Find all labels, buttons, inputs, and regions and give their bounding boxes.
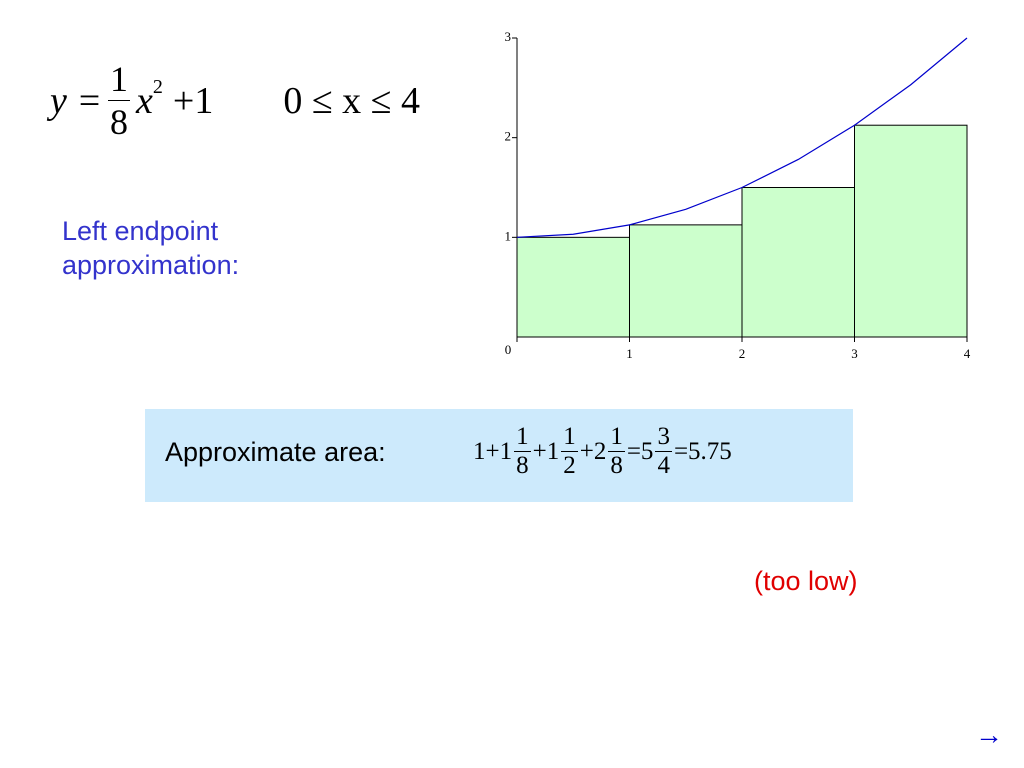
formula-text: +1 — [532, 437, 560, 465]
bar — [516, 236, 630, 338]
x-tick-label: 1 — [626, 346, 633, 361]
fraction-denominator: 8 — [610, 452, 623, 479]
x-tick-label: 3 — [851, 346, 858, 361]
y-tick-label: 1 — [505, 228, 512, 243]
eq-numerator: 1 — [108, 59, 131, 101]
eq-lhs: y = — [50, 79, 103, 122]
fraction-denominator: 4 — [657, 452, 670, 479]
y-tick-label: 2 — [505, 129, 512, 144]
eq-fraction: 1 8 — [108, 58, 131, 143]
x-tick-label: 0 — [505, 342, 512, 357]
fraction-numerator: 1 — [514, 423, 531, 452]
bar — [629, 224, 743, 338]
curve — [516, 37, 968, 238]
eq-domain: 0 ≤ x ≤ 4 — [283, 79, 421, 122]
fraction-denominator: 2 — [563, 452, 576, 479]
x-tick-label: 2 — [739, 346, 746, 361]
formula-text: 1+1 — [473, 437, 513, 465]
y-tick-label: 3 — [505, 29, 512, 44]
bar — [854, 124, 968, 338]
formula-text: =5 — [626, 437, 654, 465]
x-tick-label: 4 — [964, 346, 971, 361]
eq-denominator: 8 — [110, 102, 129, 142]
bar — [741, 187, 855, 338]
fraction-numerator: 1 — [561, 423, 578, 452]
fraction-numerator: 1 — [608, 423, 625, 452]
area-label: Approximate area: — [165, 437, 386, 467]
formula-text: =5.75 — [673, 437, 732, 465]
next-arrow[interactable]: → — [975, 720, 1003, 751]
fraction-denominator: 8 — [516, 452, 529, 479]
method-label: Left endpoint approximation: — [62, 216, 240, 280]
area-box: Approximate area: 1+1 1 8 +1 1 2 +2 1 8 =5 3 4 =5.75 — [145, 409, 853, 502]
verdict: (too low) — [754, 566, 858, 596]
area-formula: 1+1 1 8 +1 1 2 +2 1 8 =5 3 4 =5.75 — [473, 423, 732, 480]
fraction-numerator: 3 — [655, 423, 672, 452]
formula-text: +2 — [579, 437, 607, 465]
eq-term: x — [136, 79, 153, 122]
eq-exponent: 2 — [152, 76, 163, 98]
eq-rest: +1 — [172, 79, 214, 122]
chart: 1 2 3 0 1 2 3 4 — [505, 29, 971, 361]
